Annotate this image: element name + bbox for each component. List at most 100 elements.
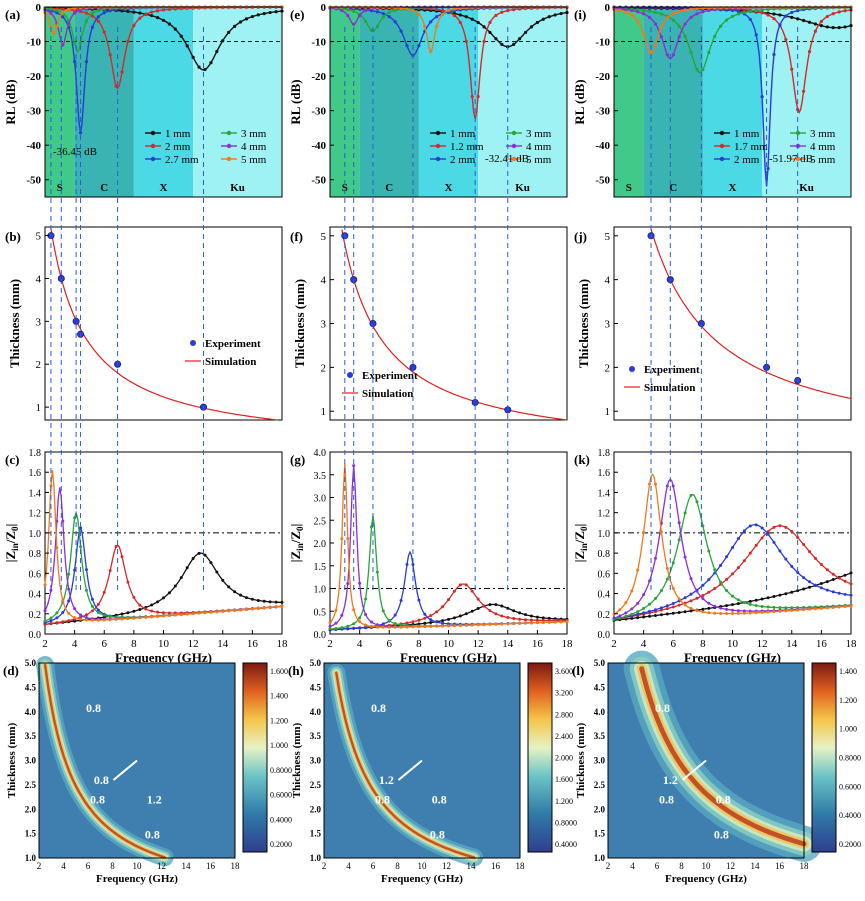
rl-point — [677, 24, 681, 28]
impedance-point — [441, 621, 445, 625]
rl-point — [831, 26, 835, 30]
impedance-tick-label: 1.4 — [29, 488, 42, 499]
impedance-point — [405, 625, 409, 629]
rl-point — [150, 14, 154, 18]
rl-point — [695, 67, 699, 72]
rl-point — [671, 53, 675, 57]
impedance-point — [748, 611, 752, 615]
impedance-point — [61, 611, 65, 615]
frequency-tick-label: 18 — [846, 638, 858, 650]
rl-point — [126, 9, 130, 14]
map-tick-label: 2.0 — [310, 804, 322, 814]
impedance-point — [701, 583, 705, 587]
impedance-point — [61, 620, 65, 624]
impedance-point — [689, 493, 693, 497]
impedance-point — [458, 614, 462, 618]
impedance-point — [458, 583, 462, 587]
impedance-point — [524, 621, 528, 625]
pointer-arrow — [681, 759, 707, 781]
impedance-point — [671, 561, 675, 565]
rl-point — [96, 19, 100, 23]
impedance-tick-label: 0.6 — [29, 569, 42, 580]
impedance-tick-label: 1.0 — [314, 585, 327, 596]
impedance-point — [659, 606, 663, 610]
band-region — [418, 7, 479, 197]
impedance-point — [736, 611, 740, 615]
rl-point — [647, 50, 652, 54]
map-tick-label: 1.5 — [25, 829, 37, 839]
impedance-point — [512, 609, 516, 613]
pointer-arrow — [112, 759, 138, 781]
impedance-point — [144, 615, 148, 619]
impedance-point — [227, 609, 231, 613]
rl-tick-label: -40 — [311, 140, 326, 152]
band-label: Ku — [230, 182, 245, 194]
impedance-point — [340, 626, 344, 630]
impedance-point — [742, 529, 746, 533]
impedance-point — [49, 619, 53, 623]
rl-point — [96, 15, 100, 19]
impedance-point — [120, 617, 124, 621]
band-label: C — [669, 182, 677, 194]
frequency-tick-label: 10 — [443, 638, 455, 650]
impedance-point — [541, 620, 545, 624]
frequency-axis-title: Frequency (GHz) — [684, 650, 781, 665]
impedance-point — [162, 596, 165, 600]
band-region — [74, 7, 134, 197]
impedance-point — [55, 546, 59, 550]
impedance-point — [280, 604, 284, 608]
impedance-point — [648, 614, 652, 618]
impedance-point — [748, 524, 752, 528]
impedance-point — [837, 591, 841, 595]
rl-point — [179, 34, 183, 38]
impedance-point — [494, 612, 498, 616]
rl-point — [642, 32, 646, 37]
rl-point — [250, 14, 254, 19]
map-tick-label: 2.0 — [594, 804, 606, 814]
contour-label: 0.8 — [86, 701, 101, 715]
rl-point — [529, 25, 534, 29]
simulation-curve — [50, 228, 278, 421]
map-tick-label: 2.5 — [25, 780, 37, 790]
rl-point — [671, 11, 675, 16]
rl-point — [262, 11, 266, 16]
impedance-point — [630, 607, 634, 611]
rl-point — [689, 7, 693, 11]
impedance-point — [138, 608, 142, 612]
rl-point — [553, 13, 557, 17]
rl-tick-label: -20 — [595, 71, 610, 83]
rl-point — [458, 20, 462, 25]
rl-point — [742, 10, 746, 15]
rl-point — [429, 50, 433, 54]
rl-point — [393, 8, 397, 12]
impedance-axis-title: |Zin/Z0| — [288, 524, 305, 563]
impedance-point — [796, 608, 800, 612]
impedance-point — [150, 609, 154, 613]
panel-letter: (a) — [5, 7, 20, 22]
rl-point — [665, 16, 669, 20]
impedance-point — [429, 624, 433, 628]
rl-point — [807, 20, 812, 24]
impedance-point — [636, 612, 640, 616]
rl-tick-label: -50 — [595, 175, 610, 187]
colorbar-tick-label: 1.600 — [270, 667, 288, 676]
frequency-tick-label: 10 — [727, 638, 739, 650]
impedance-point — [132, 616, 136, 620]
map-frequency-tick: 6 — [655, 861, 660, 871]
frequency-tick-label: 8 — [416, 638, 422, 650]
rl-point — [784, 37, 788, 42]
colorbar-tick-label: 1.600 — [555, 775, 573, 784]
impedance-point — [506, 616, 510, 620]
legend-label: 2.7 mm — [165, 154, 199, 166]
rl-point — [429, 20, 433, 24]
impedance-point — [209, 561, 213, 565]
rl-point — [843, 9, 847, 13]
impedance-point — [713, 611, 717, 615]
impedance-tick-label: 0.8 — [29, 549, 42, 560]
impedance-point — [144, 607, 148, 611]
impedance-point — [772, 605, 776, 609]
rl-point — [689, 50, 693, 55]
map-tick-label: 5.0 — [25, 658, 37, 668]
rl-point — [837, 26, 841, 30]
frequency-tick-label: 12 — [473, 638, 484, 650]
